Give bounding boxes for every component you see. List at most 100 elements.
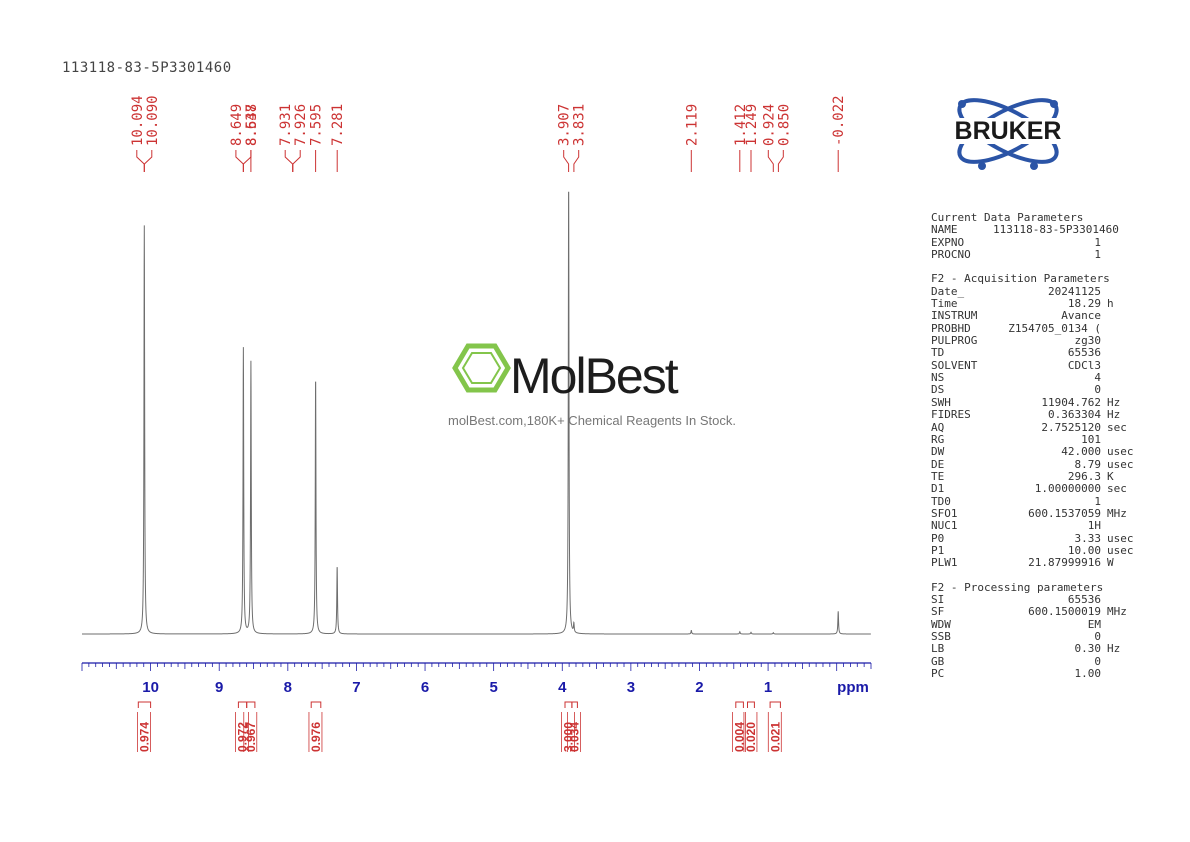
param-name: NAME: [931, 223, 958, 237]
integral-bracket: [769, 701, 781, 708]
param-row: P0 3.33 usec: [931, 531, 1146, 545]
param-name: PULPROG: [931, 334, 978, 348]
peak-label: 7.281: [330, 104, 346, 146]
param-row: Time 18.29 h: [931, 297, 1146, 311]
peak-label-connector: [235, 150, 244, 172]
param-unit: [1101, 668, 1107, 680]
param-value: 42.000: [1061, 445, 1101, 459]
param-row: NS 4: [931, 371, 1146, 385]
param-value: 1: [1094, 235, 1101, 249]
peak-label-connector: [777, 150, 784, 172]
peak-label: 7.595: [309, 104, 325, 146]
param-row: NAME 113118-83-5P3301460: [931, 223, 1146, 237]
param-name: DW: [931, 445, 945, 459]
integral-bracket: [747, 701, 755, 708]
param-value: 1.00: [1074, 667, 1102, 681]
param-section: F2 - Acquisition Parameters Date_ 20241125…: [931, 273, 1146, 570]
param-name: Time: [931, 297, 958, 311]
x-tick-label: 8: [284, 679, 292, 696]
param-value: 0: [1094, 383, 1101, 397]
param-row: TD0 1: [931, 494, 1146, 508]
peak-label: 10.090: [145, 95, 161, 146]
peak-label: 0.850: [776, 104, 792, 146]
param-unit: [1101, 384, 1107, 396]
peak-label: 8.647: [244, 104, 260, 146]
param-section: F2 - Processing parameters SI 65536 SF 600.1…: [931, 581, 1146, 681]
param-row: SF 600.1500019 MHz: [931, 605, 1146, 619]
param-unit: [1101, 335, 1107, 347]
param-row: SWH 11904.762 Hz: [931, 395, 1146, 409]
param-value: 0.363304: [1048, 408, 1101, 422]
param-name: Date_: [931, 284, 965, 298]
param-name: SSB: [931, 630, 951, 643]
peak-label: 1.249: [744, 104, 760, 146]
peak-label: 10.094: [130, 95, 146, 146]
param-row: SI 65536: [931, 593, 1146, 606]
param-value: 600.1500019: [1028, 605, 1101, 619]
param-unit: sec: [1107, 420, 1127, 434]
param-row: FIDRES 0.363304 Hz: [931, 408, 1146, 422]
x-tick-label: 2: [695, 679, 703, 696]
param-row: TE 296.3 K: [931, 470, 1146, 483]
param-name: SFO1: [931, 506, 958, 520]
param-value: 65536: [1067, 346, 1101, 360]
param-name: SF: [931, 605, 945, 619]
param-value: 11904.762: [1041, 395, 1101, 409]
benzene-logo-icon: [452, 343, 511, 393]
param-value: 8.79: [1074, 457, 1102, 471]
param-name: LB: [931, 642, 945, 656]
x-tick-label: 1: [764, 679, 772, 696]
param-name: P1: [931, 543, 945, 557]
param-row: PULPROG zg30: [931, 334, 1146, 348]
param-unit: [1101, 656, 1107, 668]
param-unit: [1101, 310, 1107, 322]
param-name: TD0: [931, 494, 951, 508]
param-name: WDW: [931, 617, 951, 631]
param-unit: MHz: [1107, 605, 1127, 619]
peak-label: 8.649: [229, 104, 245, 146]
param-value: CDCl3: [1067, 358, 1101, 372]
param-unit: sec: [1107, 482, 1127, 496]
peak-label-connector: [284, 150, 294, 172]
param-section-title: Current Data Parameters: [931, 211, 1084, 224]
param-row: EXPNO 1: [931, 235, 1146, 249]
x-axis-label: ppm: [837, 679, 869, 696]
peak-label: 0.924: [761, 104, 777, 146]
param-value: 0: [1094, 630, 1101, 643]
param-value: 10.00: [1067, 543, 1101, 557]
param-unit: usec: [1107, 445, 1134, 459]
peak-label: 1.412: [733, 104, 749, 146]
param-value: 101: [1081, 432, 1101, 446]
param-unit: [1101, 224, 1107, 236]
param-name: FIDRES: [931, 408, 971, 422]
param-unit: [1101, 249, 1107, 261]
x-tick-label: 3: [627, 679, 635, 696]
integral-bracket: [246, 701, 256, 708]
param-name: PC: [931, 667, 945, 681]
peak-label-connector: [767, 150, 774, 172]
param-value: Avance: [1061, 309, 1101, 323]
param-name: DE: [931, 457, 945, 471]
peak-label-connector: [292, 150, 301, 172]
integral-bracket: [237, 701, 248, 708]
x-tick-label: 6: [421, 679, 429, 696]
param-value: 1: [1094, 494, 1101, 508]
param-unit: Hz: [1107, 395, 1121, 409]
param-value: 600.1537059: [1028, 506, 1101, 520]
bruker-logo: BRUKER: [926, 98, 1090, 170]
x-tick-label: 10: [142, 679, 159, 696]
param-unit: usec: [1107, 457, 1134, 471]
param-row: PROCNO 1: [931, 248, 1146, 261]
param-row: PROBHD Z154705_0134 (: [931, 322, 1146, 335]
param-row: RG 101: [931, 432, 1146, 446]
param-unit: [1101, 360, 1107, 372]
param-value: 3.33: [1074, 531, 1102, 545]
param-name: NS: [931, 371, 945, 385]
param-value: 1.00000000: [1034, 482, 1101, 496]
x-tick-label: 4: [558, 679, 567, 696]
param-value: 113118-83-5P3301460: [993, 223, 1119, 237]
param-value: 0.30: [1074, 642, 1102, 656]
param-unit: [1101, 323, 1107, 335]
integral-value: 0.974: [137, 722, 151, 752]
